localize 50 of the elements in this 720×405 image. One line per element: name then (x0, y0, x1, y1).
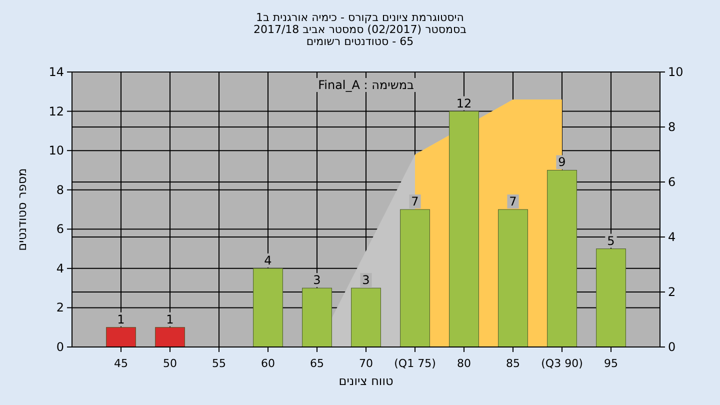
bar (253, 268, 283, 348)
x-tick-label: (Q3 90) (541, 357, 583, 370)
bar (547, 170, 577, 348)
y2-tick-label: 10 (668, 65, 684, 79)
data-label: 5 (607, 234, 615, 248)
x-tick-label: 70 (359, 357, 373, 370)
annotation: Final_A : במשימה (318, 78, 414, 92)
y-tick-label: 8 (56, 182, 64, 197)
y-tick-label: 2 (56, 300, 64, 315)
chart-subtitle: בסמסטר (02/2017) סמסטר אביב 2017/18 65 - סטודנטים רשומים (253, 23, 467, 48)
y-tick-label: 0 (56, 340, 64, 354)
bar (351, 288, 381, 348)
x-tick-label: 55 (212, 357, 226, 370)
y2-tick-label: 6 (668, 175, 676, 189)
y-tick-label: 12 (48, 104, 64, 118)
y2-tick-label: 8 (668, 120, 676, 134)
bar (106, 327, 136, 348)
x-tick-label: 80 (457, 357, 471, 370)
bar (449, 111, 479, 348)
x-axis-title: טווח ציונים (338, 374, 394, 388)
data-label: 3 (313, 273, 321, 288)
x-tick-label: 85 (506, 357, 520, 370)
data-label: 12 (456, 96, 472, 110)
x-tick-label: (Q1 75) (394, 357, 436, 370)
data-label: 4 (264, 253, 272, 268)
bar (400, 209, 430, 348)
x-tick-label: 60 (261, 357, 275, 370)
data-label: 7 (509, 194, 517, 208)
data-label: 1 (166, 312, 174, 326)
y2-tick-label: 2 (668, 285, 676, 299)
bar (596, 248, 626, 348)
y2-tick-label: 0 (668, 340, 676, 354)
data-label: 3 (362, 273, 370, 288)
y-tick-label: 4 (56, 261, 64, 276)
bar (498, 209, 528, 348)
data-label: 7 (411, 194, 419, 208)
bar (302, 288, 332, 348)
y-tick-label: 14 (48, 65, 64, 79)
y-tick-label: 6 (56, 222, 64, 236)
x-tick-label: 50 (163, 357, 177, 370)
data-label: 9 (558, 155, 566, 170)
chart-title: היסטוגרמת ציונים בקורס - כימיה אורגנית ב1 (256, 11, 464, 24)
data-label: 1 (117, 312, 125, 326)
y-tick-label: 10 (48, 144, 64, 158)
x-tick-label: 65 (310, 357, 324, 370)
y2-tick-label: 4 (668, 230, 676, 244)
x-tick-label: 45 (114, 357, 128, 370)
y-axis-title: מספר סטודנטים (15, 168, 29, 251)
bar (155, 327, 185, 348)
x-tick-label: 95 (604, 357, 618, 370)
